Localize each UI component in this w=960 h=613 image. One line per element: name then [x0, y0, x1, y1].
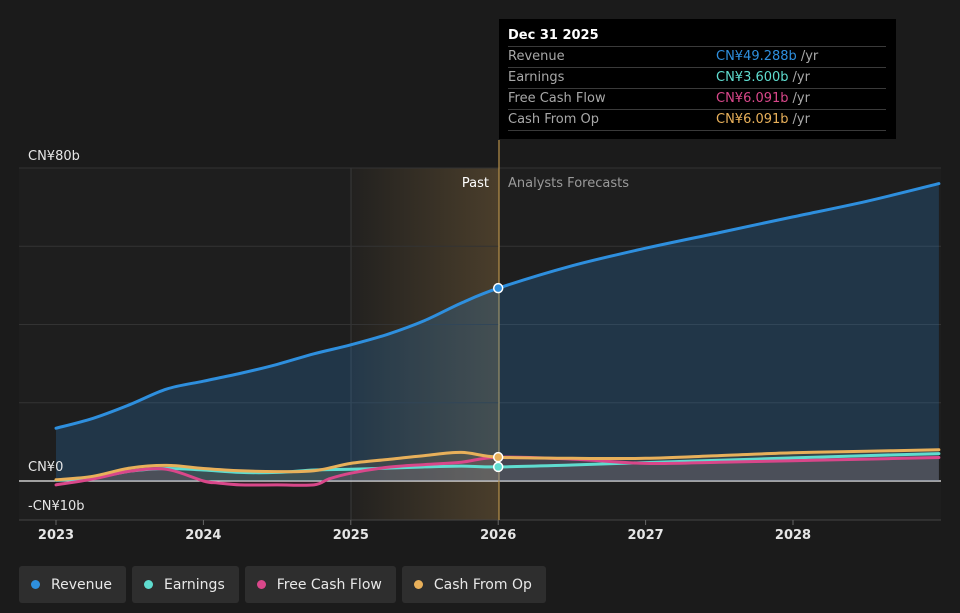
tooltip-value: CN¥6.091b — [716, 112, 789, 127]
tooltip-unit: /yr — [792, 112, 810, 127]
forecast-label: Analysts Forecasts — [508, 176, 629, 191]
revenue-marker — [492, 282, 504, 294]
tooltip-row-cash-from-op: Cash From Op CN¥6.091b /yr — [508, 109, 886, 131]
tooltip-unit: /yr — [792, 70, 810, 85]
y-tick-label: CN¥80b — [28, 149, 80, 164]
x-tick-label: 2025 — [333, 528, 369, 543]
legend-item-cash-from-op[interactable]: Cash From Op — [401, 566, 546, 603]
revenue-line — [54, 182, 941, 430]
tooltip-value: CN¥3.600b — [716, 70, 789, 85]
legend-item-earnings[interactable]: Earnings — [131, 566, 239, 603]
x-tick-label: 2024 — [185, 528, 221, 543]
free-cash-flow-line — [54, 455, 941, 487]
tooltip-label: Cash From Op — [508, 112, 600, 127]
tooltip-label: Free Cash Flow — [508, 91, 606, 106]
legend-label: Revenue — [51, 576, 112, 593]
cash-from-op-dot-icon — [413, 580, 423, 589]
revenue-dot-icon — [31, 580, 40, 589]
past-label: Past — [462, 176, 489, 191]
x-tick-label: 2027 — [628, 528, 664, 543]
tooltip-label: Revenue — [508, 49, 565, 64]
tooltip-unit: /yr — [800, 49, 819, 64]
free-cash-flow-dot-icon — [256, 580, 266, 589]
earnings-dot-icon — [143, 580, 153, 589]
tooltip-date: Dec 31 2025 — [508, 28, 599, 43]
legend-label: Free Cash Flow — [276, 576, 382, 593]
tooltip-value: CN¥49.288b — [716, 49, 797, 64]
legend-label: Cash From Op — [433, 576, 532, 593]
x-tick-label: 2028 — [775, 528, 811, 543]
legend-item-free-cash-flow[interactable]: Free Cash Flow — [244, 566, 396, 603]
tooltip-row-revenue: Revenue CN¥49.288b /yr — [508, 46, 886, 67]
revenue-area — [56, 183, 939, 481]
legend: Revenue Earnings Free Cash Flow Cash Fro… — [19, 566, 546, 603]
tooltip-label: Earnings — [508, 70, 565, 85]
earnings-marker — [492, 461, 504, 473]
y-tick-label: CN¥0 — [28, 460, 63, 475]
y-tick-label: -CN¥10b — [28, 499, 85, 514]
tooltip-row-earnings: Earnings CN¥3.600b /yr — [508, 67, 886, 88]
cash-from-op-marker — [492, 451, 504, 463]
tooltip-value: CN¥6.091b — [716, 91, 789, 106]
tooltip-unit: /yr — [792, 91, 810, 106]
legend-item-revenue[interactable]: Revenue — [19, 566, 126, 603]
tooltip-row-free-cash-flow: Free Cash Flow CN¥6.091b /yr — [508, 88, 886, 109]
x-tick-label: 2026 — [480, 528, 516, 543]
tooltip: Dec 31 2025 Revenue CN¥49.288b /yr Earni… — [499, 19, 896, 139]
legend-label: Earnings — [163, 576, 225, 593]
x-tick-label: 2023 — [38, 528, 74, 543]
cash-from-op-line — [54, 448, 941, 482]
